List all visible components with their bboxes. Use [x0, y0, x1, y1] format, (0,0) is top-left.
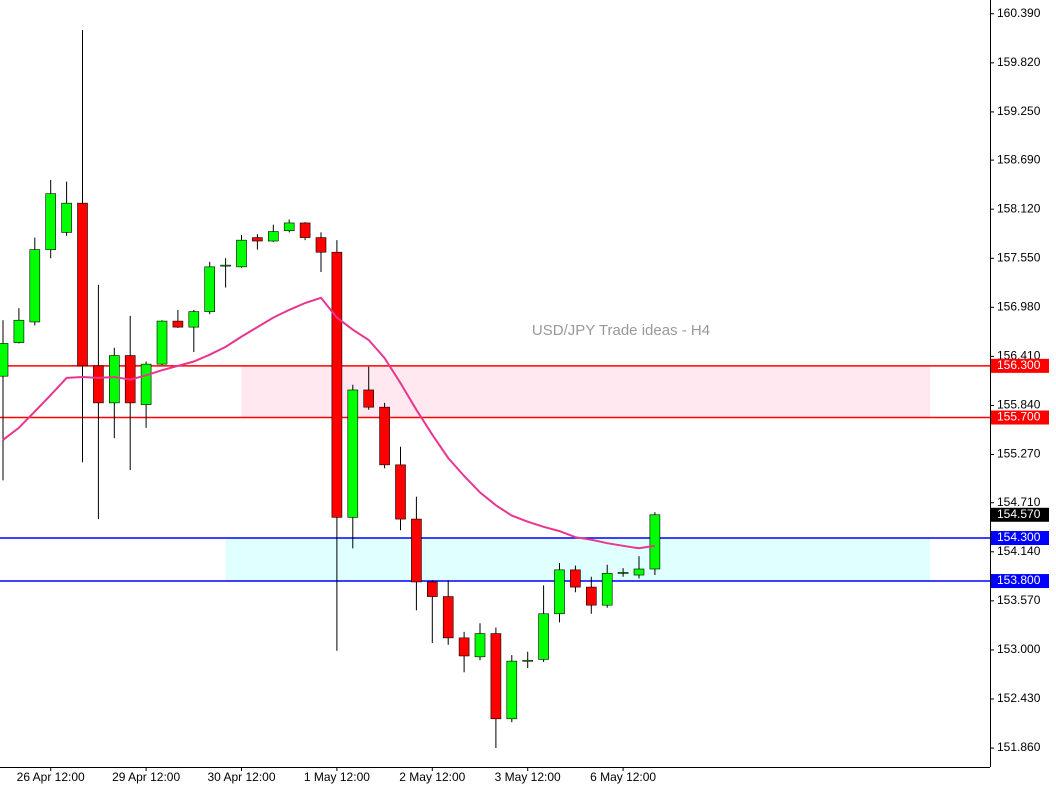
zone: [241, 365, 930, 418]
candle-body: [283, 222, 295, 232]
candle-body: [140, 363, 152, 405]
candle-body: [61, 202, 72, 233]
candle-body: [188, 311, 200, 328]
candle-body: [315, 237, 327, 253]
moving-average: [2, 296, 656, 550]
candle-body: [299, 222, 311, 238]
y-tick-label: 156.980: [997, 299, 1041, 313]
candle-body: [220, 264, 231, 267]
candle-body: [633, 568, 645, 576]
candle-body: [109, 355, 120, 404]
x-tick-label: 6 May 12:00: [590, 770, 656, 784]
x-tick-label: 1 May 12:00: [304, 770, 370, 784]
y-tick-label: 159.820: [997, 55, 1041, 69]
level-label: 156.300: [997, 358, 1041, 372]
y-tick-label: 153.000: [997, 642, 1041, 656]
y-tick-label: 154.710: [997, 495, 1041, 509]
candle-body: [649, 514, 661, 570]
candle-body: [0, 343, 9, 377]
y-tick-label: 158.120: [997, 201, 1041, 215]
x-tick-label: 2 May 12:00: [399, 770, 465, 784]
y-tick-label: 151.860: [997, 740, 1041, 754]
candle-body: [45, 193, 57, 250]
x-tick-label: 29 Apr 12:00: [112, 770, 180, 784]
axis-labels: 160.390 159.820 159.250 158.690 158.120 157.5…: [17, 6, 1049, 784]
candle-body: [204, 266, 215, 312]
zones: [225, 365, 931, 582]
y-tick-label: 155.840: [997, 398, 1041, 412]
candle-body: [395, 464, 406, 520]
candle-body: [267, 231, 279, 242]
candle-body: [172, 320, 184, 328]
candle-body: [13, 319, 25, 343]
y-tick-label: 157.550: [997, 250, 1041, 264]
candle-body: [474, 633, 486, 658]
candle-body: [411, 518, 422, 583]
levels: [0, 365, 990, 582]
candle-body: [93, 365, 104, 404]
candle-body: [252, 237, 263, 242]
candle-body: [236, 239, 247, 268]
candle-body: [426, 581, 438, 597]
level-label-box: [991, 531, 1049, 546]
candle-body: [29, 249, 41, 323]
x-tick-label: 30 Apr 12:00: [207, 770, 275, 784]
candle-body: [585, 586, 597, 606]
level-label-box: [991, 358, 1049, 373]
level-label: 155.700: [997, 410, 1041, 424]
x-tick-label: 3 May 12:00: [495, 770, 561, 784]
candle-body: [331, 251, 343, 518]
y-tick-label: 153.570: [997, 593, 1041, 607]
candle-body: [379, 406, 390, 466]
y-tick-label: 155.270: [997, 447, 1041, 461]
candle-body: [554, 569, 565, 615]
candle-body: [77, 202, 88, 367]
level-label: 153.800: [997, 573, 1041, 587]
current-price-box: [991, 507, 1049, 522]
level-label: 154.300: [997, 530, 1041, 544]
candle-body: [363, 389, 375, 408]
candle-body: [442, 596, 454, 639]
y-tick-label: 152.430: [997, 691, 1041, 705]
y-tick-label: 154.140: [997, 544, 1041, 558]
y-tick-label: 159.250: [997, 104, 1041, 118]
candle-body: [490, 633, 502, 720]
candle-body: [617, 572, 629, 574]
y-tick-label: 158.690: [997, 152, 1041, 166]
x-tick-label: 26 Apr 12:00: [17, 770, 85, 784]
candle-body: [156, 320, 168, 365]
chart-title: USD/JPY Trade ideas - H4: [532, 322, 710, 339]
candle-body: [570, 569, 581, 588]
plot: [0, 30, 661, 749]
candle-body: [522, 659, 534, 662]
y-tick-label: 160.390: [997, 6, 1041, 20]
candle-body: [538, 613, 549, 660]
candle-body: [506, 660, 518, 720]
level-label-box: [991, 410, 1049, 425]
candle-body: [347, 389, 359, 518]
level-label-box: [991, 574, 1049, 589]
candle-body: [458, 637, 470, 657]
current-price-label: 154.570: [997, 507, 1041, 521]
candle-body: [601, 573, 613, 606]
